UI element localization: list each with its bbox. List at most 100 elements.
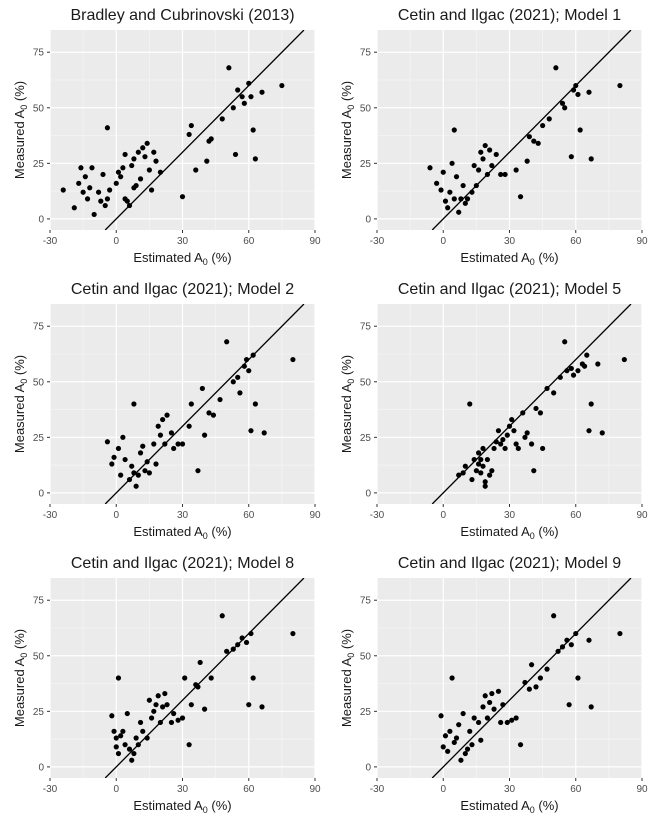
data-point: [617, 82, 623, 89]
x-tick-label: 30: [504, 236, 516, 247]
data-point: [617, 630, 623, 637]
data-point: [469, 742, 475, 748]
data-point: [586, 89, 592, 95]
data-point: [528, 662, 535, 668]
data-point: [179, 194, 186, 200]
data-point: [478, 456, 484, 463]
data-point: [237, 390, 243, 396]
scatter-plot: -30 0 30 60 90 0 25 50 75 Cetin and Ilgac (2021);…: [339, 555, 648, 815]
data-point: [451, 127, 457, 133]
data-point: [502, 445, 508, 452]
data-point: [564, 637, 570, 643]
data-point: [526, 134, 532, 140]
data-point: [120, 165, 126, 171]
data-point: [182, 675, 188, 681]
scatter-plot: -30 0 30 60 90 0 25 50 75 Cetin and Ilgac (2021);…: [12, 555, 321, 815]
data-point: [148, 715, 155, 721]
data-point: [95, 189, 102, 195]
x-tick-label: 0: [113, 784, 119, 795]
data-point: [460, 710, 466, 717]
x-axis-label: Estimated A0 (%): [460, 524, 558, 541]
data-point: [467, 401, 473, 407]
data-point: [467, 728, 473, 734]
chart-title: Cetin and Ilgac (2021); Model 1: [398, 7, 621, 24]
data-point: [246, 368, 252, 374]
data-point: [462, 750, 468, 757]
data-point: [489, 162, 495, 169]
x-tick-label: -30: [370, 236, 385, 247]
y-tick-label: 50: [33, 377, 45, 388]
data-point: [164, 412, 170, 418]
scatter-plot: -30 0 30 60 90 0 25 50 75 Cetin and Ilgac (2021);…: [339, 281, 648, 541]
x-tick-label: 0: [113, 236, 119, 247]
data-point: [195, 468, 201, 474]
data-point: [568, 642, 574, 648]
data-point: [239, 94, 245, 100]
data-point: [89, 165, 95, 171]
x-tick-label: 0: [113, 510, 119, 521]
data-point: [551, 390, 557, 396]
data-point: [453, 174, 460, 180]
x-tick-label: 60: [243, 236, 255, 247]
scatter-plot: -30 0 30 60 90 0 25 50 75 Cetin and Ilgac (2021);…: [12, 281, 321, 541]
data-point: [179, 441, 186, 447]
x-tick-label: 60: [243, 784, 255, 795]
data-point: [219, 116, 225, 122]
data-point: [243, 356, 250, 363]
data-point: [458, 757, 464, 763]
data-point: [509, 416, 515, 423]
x-tick-label: 90: [636, 236, 648, 247]
data-point: [82, 174, 88, 180]
data-point: [144, 140, 150, 146]
data-point: [502, 171, 508, 178]
data-point: [84, 196, 91, 202]
data-point: [175, 441, 181, 447]
data-point: [135, 742, 141, 748]
data-point: [151, 441, 157, 447]
x-tick-label: -30: [43, 784, 58, 795]
data-point: [91, 211, 97, 218]
data-point: [562, 105, 568, 111]
data-point: [464, 746, 471, 752]
data-point: [535, 140, 541, 146]
data-point: [201, 432, 208, 438]
data-point: [199, 385, 205, 392]
data-point: [241, 363, 247, 369]
data-point: [144, 459, 150, 465]
data-point: [537, 675, 544, 681]
data-point: [568, 154, 574, 160]
y-tick-label: 0: [38, 762, 44, 773]
data-point: [246, 80, 252, 86]
data-point: [434, 180, 440, 186]
data-point: [135, 149, 141, 155]
data-point: [440, 169, 446, 175]
data-point: [155, 693, 161, 699]
data-point: [469, 476, 475, 483]
data-point: [493, 151, 499, 158]
data-point: [504, 719, 510, 726]
data-point: [122, 456, 128, 463]
data-point: [120, 434, 126, 440]
data-point: [157, 432, 164, 438]
data-point: [458, 196, 464, 202]
data-point: [451, 739, 457, 746]
data-point: [109, 461, 115, 467]
data-point: [533, 405, 539, 412]
data-point: [564, 368, 570, 374]
data-point: [484, 171, 491, 178]
data-point: [575, 91, 581, 98]
y-tick-label: 50: [33, 651, 45, 662]
data-point: [153, 158, 159, 164]
data-point: [126, 202, 133, 209]
data-point: [427, 165, 433, 171]
data-point: [113, 744, 119, 750]
data-point: [230, 105, 236, 111]
data-point: [531, 138, 537, 144]
data-point: [559, 100, 566, 106]
data-point: [460, 182, 466, 189]
data-point: [115, 675, 122, 681]
data-point: [133, 735, 139, 741]
x-tick-label: -30: [43, 510, 58, 521]
data-point: [453, 735, 460, 741]
data-point: [124, 710, 130, 717]
